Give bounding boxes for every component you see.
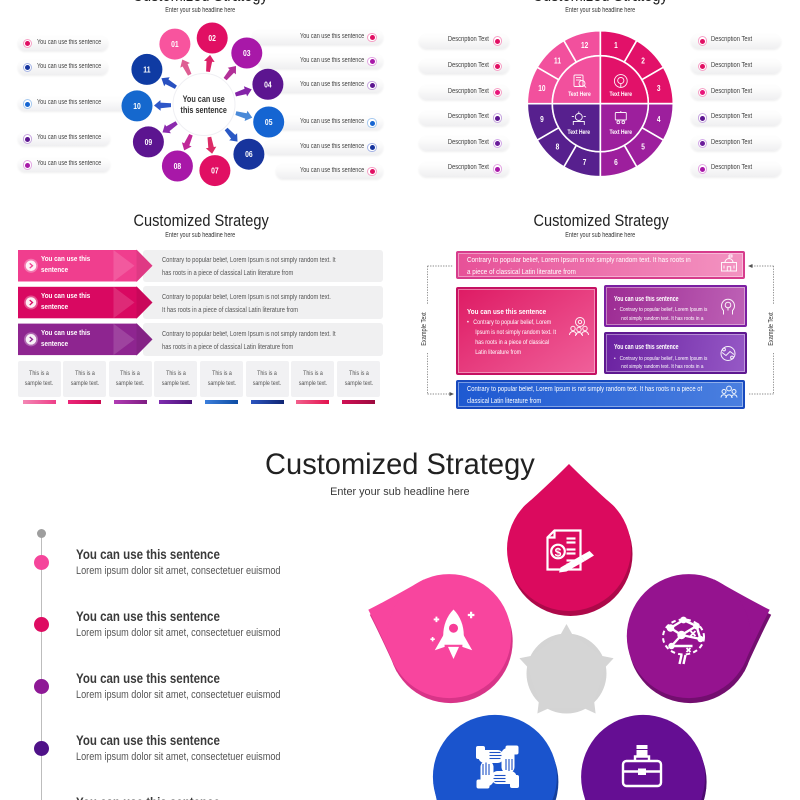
svg-text:01: 01 bbox=[171, 39, 179, 49]
svg-text:06: 06 bbox=[245, 150, 253, 160]
svg-text:8: 8 bbox=[556, 142, 560, 152]
svg-text:11: 11 bbox=[143, 65, 150, 75]
svg-text:7: 7 bbox=[583, 157, 587, 167]
svg-text:4: 4 bbox=[657, 115, 661, 125]
svg-text:11: 11 bbox=[554, 56, 561, 66]
svg-text:02: 02 bbox=[208, 33, 216, 43]
svg-text:2: 2 bbox=[641, 56, 645, 66]
svg-text:9: 9 bbox=[540, 115, 544, 125]
svg-text:1: 1 bbox=[614, 40, 618, 50]
svg-text:6: 6 bbox=[614, 157, 618, 167]
svg-text:10: 10 bbox=[538, 83, 545, 93]
svg-text:03: 03 bbox=[243, 48, 251, 58]
svg-text:Text Here: Text Here bbox=[610, 129, 633, 136]
svg-text:Text Here: Text Here bbox=[610, 91, 633, 98]
svg-text:05: 05 bbox=[265, 117, 273, 127]
svg-text:07: 07 bbox=[211, 166, 219, 176]
svg-text:Text Here: Text Here bbox=[568, 129, 591, 136]
svg-text:04: 04 bbox=[264, 80, 272, 90]
svg-text:10: 10 bbox=[133, 101, 141, 111]
svg-text:09: 09 bbox=[145, 137, 153, 147]
svg-text:Text Here: Text Here bbox=[568, 91, 591, 98]
svg-text:5: 5 bbox=[641, 142, 645, 152]
svg-text:08: 08 bbox=[174, 161, 182, 171]
svg-text:12: 12 bbox=[581, 40, 588, 50]
svg-text:3: 3 bbox=[657, 83, 661, 93]
svg-text:$: $ bbox=[555, 545, 562, 559]
